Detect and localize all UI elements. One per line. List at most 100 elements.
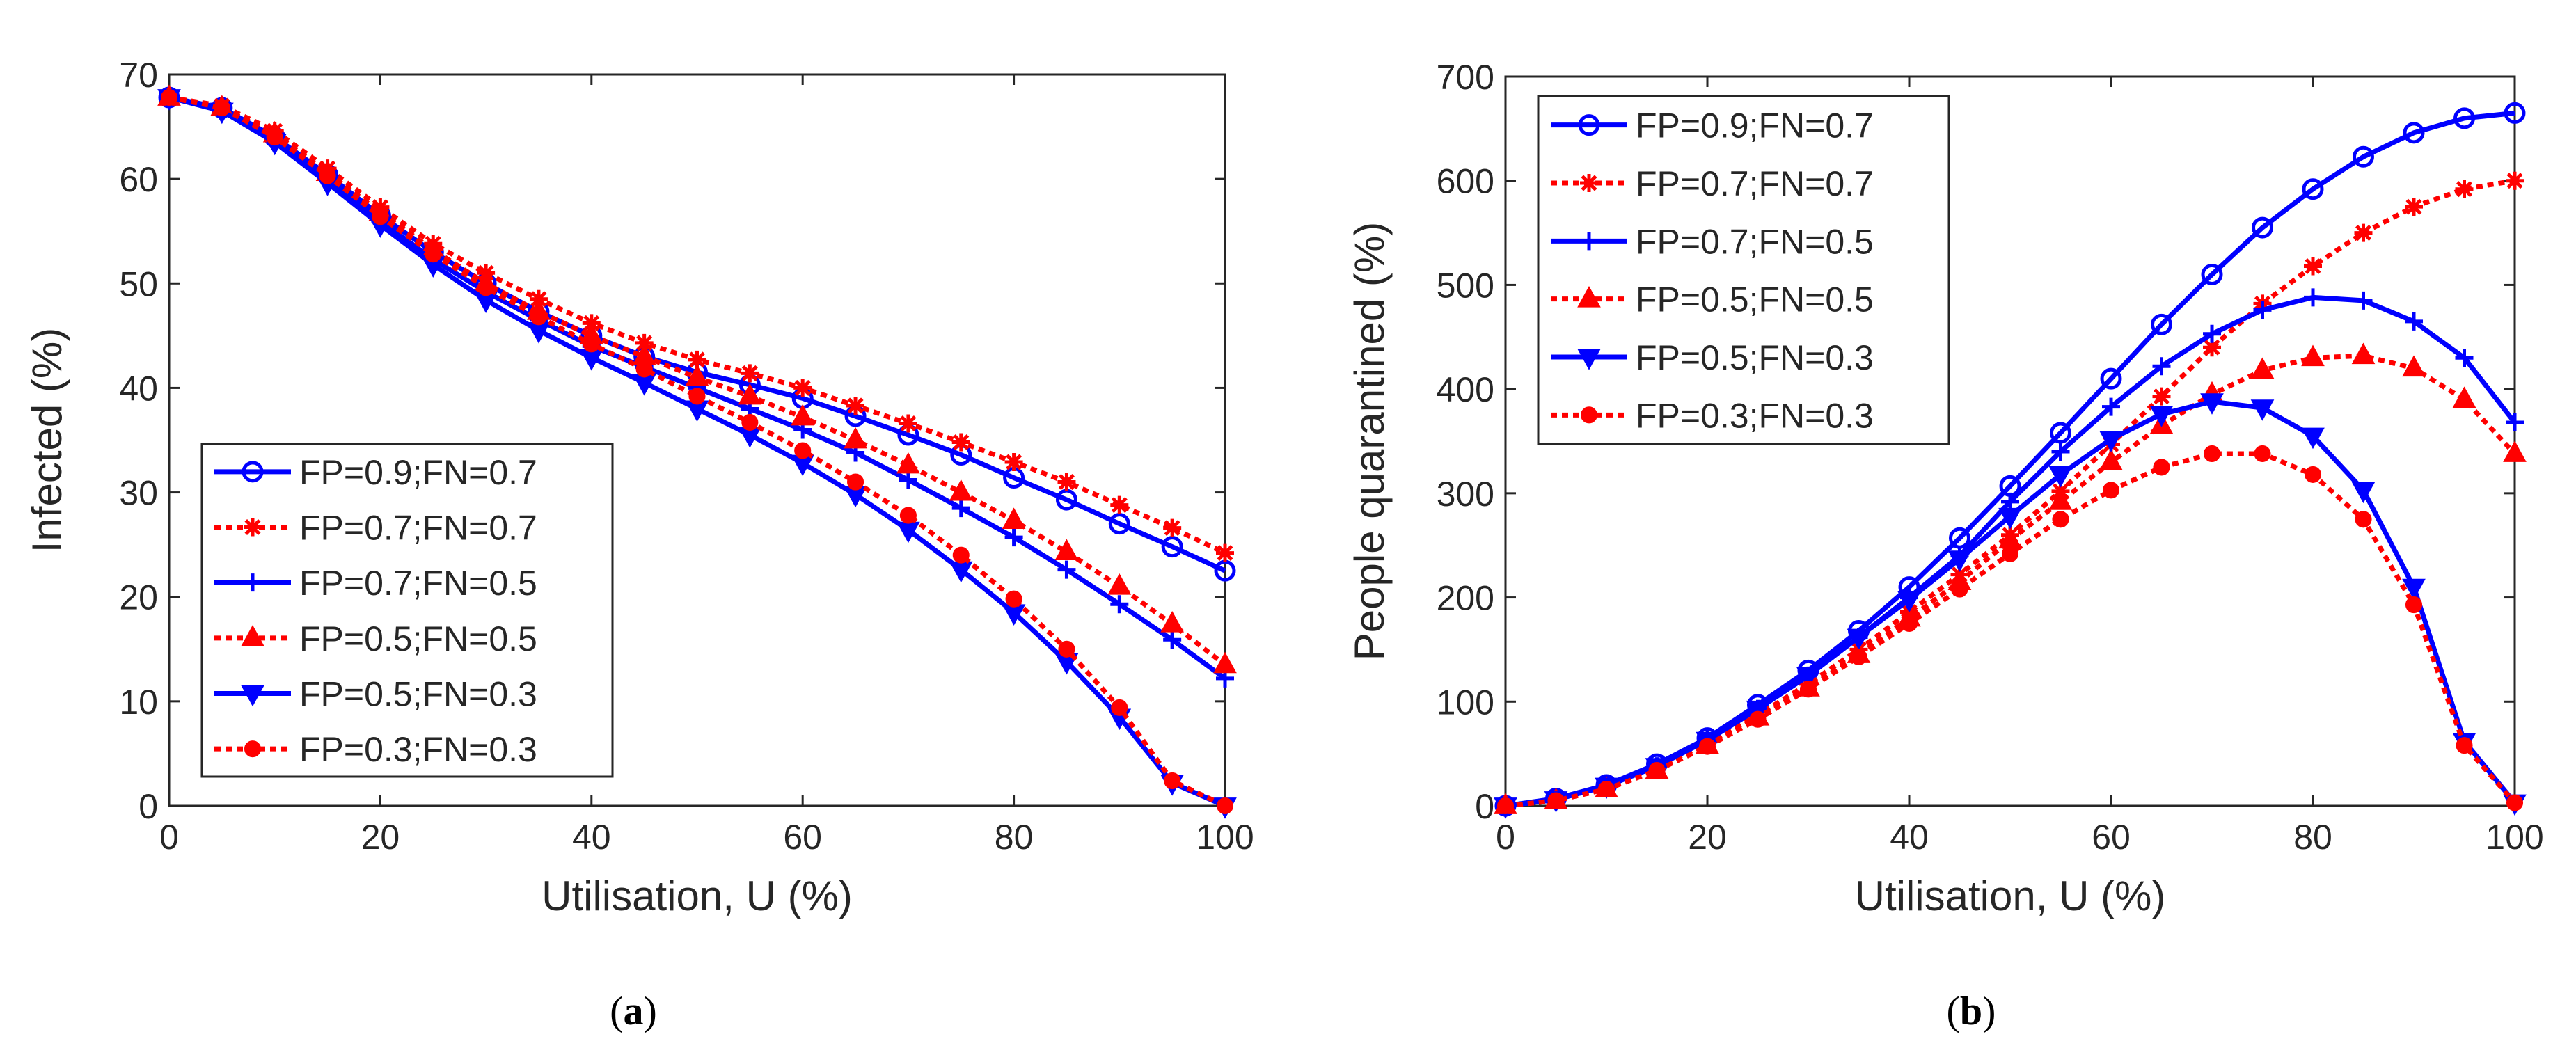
legend-label-b-2: FP=0.7;FN=0.5 <box>1636 222 1874 261</box>
x-tick-label-a-0: 0 <box>159 818 179 857</box>
caption-a: (a) <box>610 988 657 1033</box>
legend-label-b-0: FP=0.9;FN=0.7 <box>1636 106 1874 145</box>
legend-label-a-4: FP=0.5;FN=0.3 <box>299 675 537 714</box>
data-point-a-5-10 <box>688 388 706 405</box>
data-point-a-5-15 <box>952 546 970 564</box>
data-point-b-2-18 <box>2405 312 2423 331</box>
data-point-b-5-19 <box>2456 737 2473 754</box>
x-tick-label-a-4: 80 <box>995 818 1034 857</box>
data-point-a-3-17 <box>1054 539 1079 561</box>
data-point-b-2-10 <box>2001 492 2019 511</box>
data-point-a-2-17 <box>1057 560 1076 579</box>
y-tick-label-b-4: 400 <box>1437 370 1494 409</box>
y-tick-label-a-1: 10 <box>119 683 158 722</box>
data-point-b-2-15 <box>2253 301 2272 319</box>
data-point-b-4-15 <box>2250 399 2275 421</box>
legend-b: FP=0.9;FN=0.7 FP=0.7;FN=0.7 FP=0.7;FN=0.5 F… <box>1537 95 1950 445</box>
legend-marker-b-0 <box>1578 114 1600 136</box>
data-point-a-5-1 <box>213 99 230 117</box>
data-point-a-5-12 <box>794 442 812 459</box>
legend-label-a-0: FP=0.9;FN=0.7 <box>299 453 537 492</box>
x-tick-label-b-3: 60 <box>2092 818 2131 857</box>
data-point-a-1-19 <box>1163 518 1182 537</box>
data-point-b-3-12 <box>2099 449 2123 470</box>
data-point-b-5-7 <box>1850 648 1867 665</box>
data-point-b-5-12 <box>2102 482 2120 499</box>
y-tick-label-a-0: 0 <box>139 787 158 826</box>
data-point-b-5-14 <box>2203 445 2221 463</box>
x-tick-label-a-5: 100 <box>1196 818 1254 857</box>
data-point-b-3-15 <box>2250 357 2275 379</box>
data-point-a-5-20 <box>1216 797 1234 815</box>
data-point-a-2-19 <box>1163 630 1182 649</box>
data-point-a-5-2 <box>266 129 283 146</box>
data-point-b-2-11 <box>2051 442 2070 461</box>
data-point-b-0-18 <box>2403 122 2425 144</box>
legend-marker-a-3 <box>241 625 264 646</box>
data-point-a-1-20 <box>1216 543 1234 562</box>
legend-label-b-3: FP=0.5;FN=0.5 <box>1636 280 1874 319</box>
data-point-a-1-18 <box>1110 495 1129 514</box>
data-point-a-5-11 <box>741 413 759 431</box>
data-point-a-5-8 <box>583 335 600 353</box>
y-tick-label-b-3: 300 <box>1437 475 1494 514</box>
data-point-b-1-18 <box>2405 198 2423 216</box>
data-point-a-2-14 <box>899 470 917 489</box>
data-point-b-4-7 <box>1847 628 1871 651</box>
data-point-b-5-18 <box>2405 596 2423 614</box>
data-point-b-0-19 <box>2453 107 2475 129</box>
data-point-a-5-7 <box>530 308 548 326</box>
legend-label-b-4: FP=0.5;FN=0.3 <box>1636 338 1874 377</box>
data-point-b-0-16 <box>2302 178 2324 200</box>
data-point-b-5-2 <box>1597 780 1615 798</box>
data-point-b-0-14 <box>2201 263 2223 285</box>
x-tick-label-a-1: 20 <box>361 818 400 857</box>
data-point-b-4-5 <box>1746 700 1770 722</box>
data-point-a-0-19 <box>1161 536 1183 558</box>
data-point-a-3-14 <box>896 452 920 474</box>
data-point-b-0-20 <box>2504 102 2526 124</box>
x-tick-label-a-2: 40 <box>572 818 611 857</box>
data-point-a-2-16 <box>1004 528 1023 547</box>
data-point-b-0-13 <box>2151 313 2172 335</box>
data-point-a-5-13 <box>847 473 864 491</box>
data-point-b-3-16 <box>2301 344 2325 367</box>
data-point-a-3-19 <box>1160 611 1184 633</box>
data-point-b-2-12 <box>2102 397 2120 416</box>
data-point-b-4-9 <box>1947 550 1972 572</box>
data-point-a-3-13 <box>844 427 867 449</box>
data-point-b-1-13 <box>2152 387 2171 406</box>
data-point-a-1-15 <box>951 433 970 452</box>
legend-marker-b-3 <box>1577 285 1601 308</box>
legend-marker-a-0 <box>242 461 264 483</box>
data-point-a-1-9 <box>635 333 654 352</box>
data-point-b-4-8 <box>1897 591 1921 613</box>
data-point-a-3-12 <box>791 404 815 426</box>
y-tick-label-b-0: 0 <box>1475 787 1494 826</box>
data-point-a-5-3 <box>319 167 336 184</box>
data-point-a-5-18 <box>1111 699 1128 716</box>
data-point-b-4-13 <box>2149 406 2174 427</box>
x-tick-label-a-3: 60 <box>783 818 822 857</box>
x-axis-label-b: Utilisation, U (%) <box>1855 873 2166 919</box>
y-axis-label-b: People quarantined (%) <box>1346 222 1393 660</box>
y-tick-label-b-6: 600 <box>1437 162 1494 201</box>
data-point-a-5-0 <box>160 88 178 106</box>
legend-marker-a-2 <box>244 573 262 592</box>
legend-a: FP=0.9;FN=0.7 FP=0.7;FN=0.7 FP=0.7;FN=0.5 F… <box>200 443 614 778</box>
data-point-b-5-20 <box>2506 794 2524 811</box>
data-point-a-5-14 <box>899 507 917 524</box>
data-point-a-1-17 <box>1057 473 1076 491</box>
series-b-5 <box>1496 445 2524 815</box>
legend-label-a-2: FP=0.7;FN=0.5 <box>299 564 537 603</box>
data-point-b-4-16 <box>2301 427 2325 450</box>
data-point-b-5-5 <box>1749 710 1767 728</box>
data-point-a-1-11 <box>741 364 759 383</box>
series-a-5 <box>160 88 1234 815</box>
data-point-b-5-8 <box>1900 614 1918 633</box>
data-point-b-1-20 <box>2506 171 2524 190</box>
legend-label-a-5: FP=0.3;FN=0.3 <box>299 730 537 769</box>
data-point-b-0-15 <box>2252 216 2273 239</box>
data-point-b-5-1 <box>1547 792 1565 809</box>
data-point-b-2-17 <box>2354 291 2373 310</box>
